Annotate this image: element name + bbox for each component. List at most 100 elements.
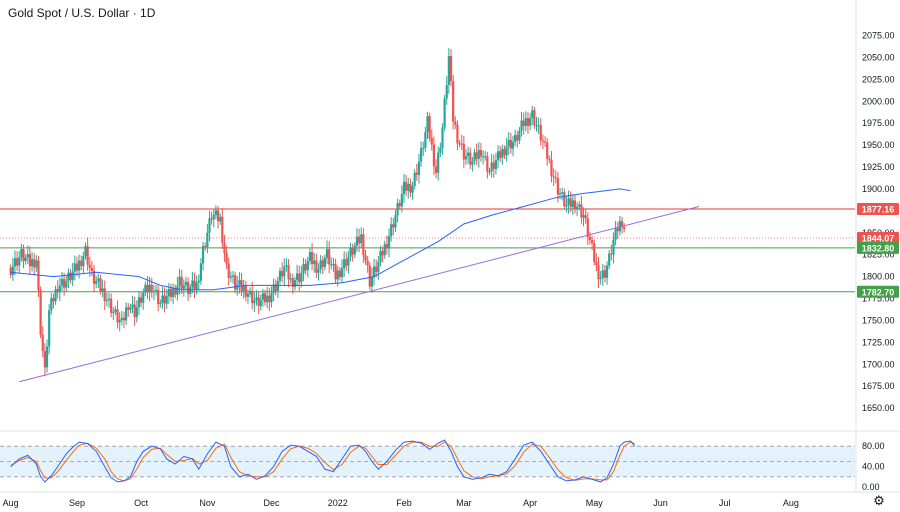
candle-down: [63, 278, 66, 288]
candle-down: [362, 234, 365, 256]
candle-up: [599, 277, 602, 280]
candle-up: [101, 288, 104, 292]
price-tick-label: 1900.00: [862, 184, 895, 194]
candle-up: [259, 299, 262, 307]
candle-up: [13, 258, 17, 267]
candle-down: [334, 264, 337, 280]
candle-up: [308, 252, 312, 262]
candle-up: [142, 292, 145, 303]
candle-up: [379, 250, 382, 263]
time-tick-label: Nov: [199, 498, 216, 508]
candle-up: [289, 278, 292, 280]
candle-up: [206, 232, 209, 248]
candle-up: [537, 125, 540, 127]
level-badge: [857, 231, 899, 244]
candle-down: [603, 270, 607, 278]
candle-up: [107, 298, 111, 300]
candle-down: [460, 143, 463, 145]
candle-up: [447, 56, 450, 86]
candle-up: [229, 276, 232, 278]
candle-up: [182, 285, 185, 289]
candle-up: [424, 132, 427, 148]
price-tick-label: 2025.00: [862, 74, 895, 84]
candle-down: [204, 246, 207, 248]
price-tick-label: 2000.00: [862, 96, 895, 106]
candle-up: [50, 298, 53, 311]
candle-up: [313, 260, 316, 265]
candle-up: [317, 269, 320, 273]
candle-up: [189, 287, 192, 294]
time-tick-label: 2022: [328, 498, 348, 508]
candle-down: [398, 203, 401, 207]
candle-up: [576, 206, 579, 210]
candle-down: [620, 221, 624, 227]
candle-down: [405, 181, 408, 191]
candle-up: [135, 307, 138, 318]
level-badge-label: 1782.70: [862, 287, 895, 297]
candle-up: [494, 160, 497, 170]
candle-down: [110, 298, 113, 313]
candle-up: [84, 246, 87, 257]
candle-down: [428, 116, 431, 139]
candle-down: [263, 293, 267, 303]
candle-down: [116, 309, 119, 323]
candle-down: [522, 120, 525, 126]
candle-up: [54, 289, 57, 302]
candle-up: [125, 307, 128, 321]
candle-down: [375, 266, 378, 273]
candle-down: [580, 204, 583, 218]
candle-down: [39, 289, 42, 335]
candle-up: [253, 300, 256, 304]
candle-down: [385, 244, 388, 249]
candle-down: [563, 192, 566, 207]
candle-up: [535, 125, 538, 127]
candle-down: [146, 284, 149, 293]
candle-down: [597, 265, 600, 280]
candle-up: [144, 284, 147, 293]
candle-up: [340, 268, 344, 278]
candle-down: [586, 218, 589, 237]
candle-up: [238, 280, 241, 285]
candle-down: [221, 216, 224, 243]
candle-down: [41, 334, 44, 352]
candle-down: [526, 118, 530, 126]
candle-up: [95, 281, 98, 284]
price-tick-label: 1675.00: [862, 381, 895, 391]
price-tick-label: 1750.00: [862, 315, 895, 325]
candle-up: [35, 260, 38, 268]
candle-down: [449, 56, 453, 82]
candle-down: [469, 152, 472, 165]
price-tick-label: 1950.00: [862, 140, 895, 150]
ascending-trendline[interactable]: [19, 205, 700, 383]
settings-gear-icon[interactable]: ⚙: [873, 493, 885, 508]
stoch-k-line: [10, 439, 636, 483]
candle-up: [191, 280, 194, 288]
candle-up: [507, 139, 510, 147]
time-tick-label: Oct: [134, 498, 149, 508]
candle-down: [227, 263, 230, 278]
candle-down: [80, 260, 83, 267]
candle-down: [244, 286, 247, 297]
candle-down: [310, 252, 314, 265]
candle-up: [330, 264, 333, 266]
candle-up: [445, 85, 448, 99]
candle-down: [539, 125, 542, 141]
candle-down: [28, 254, 32, 267]
candle-down: [479, 149, 483, 157]
price-tick-label: 1925.00: [862, 162, 895, 172]
candle-down: [415, 172, 418, 175]
candle-down: [43, 351, 46, 368]
candle-up: [511, 141, 515, 149]
price-tick-label: 2075.00: [862, 31, 895, 41]
stoch-d-line: [10, 441, 636, 482]
candle-up: [490, 162, 493, 172]
candle-up: [419, 148, 423, 162]
candle-up: [48, 310, 51, 347]
candle-up: [372, 266, 376, 277]
candle-down: [281, 270, 284, 277]
candle-down: [298, 273, 301, 283]
candle-down: [86, 246, 89, 265]
candle-up: [323, 257, 326, 267]
candle-up: [276, 280, 279, 291]
